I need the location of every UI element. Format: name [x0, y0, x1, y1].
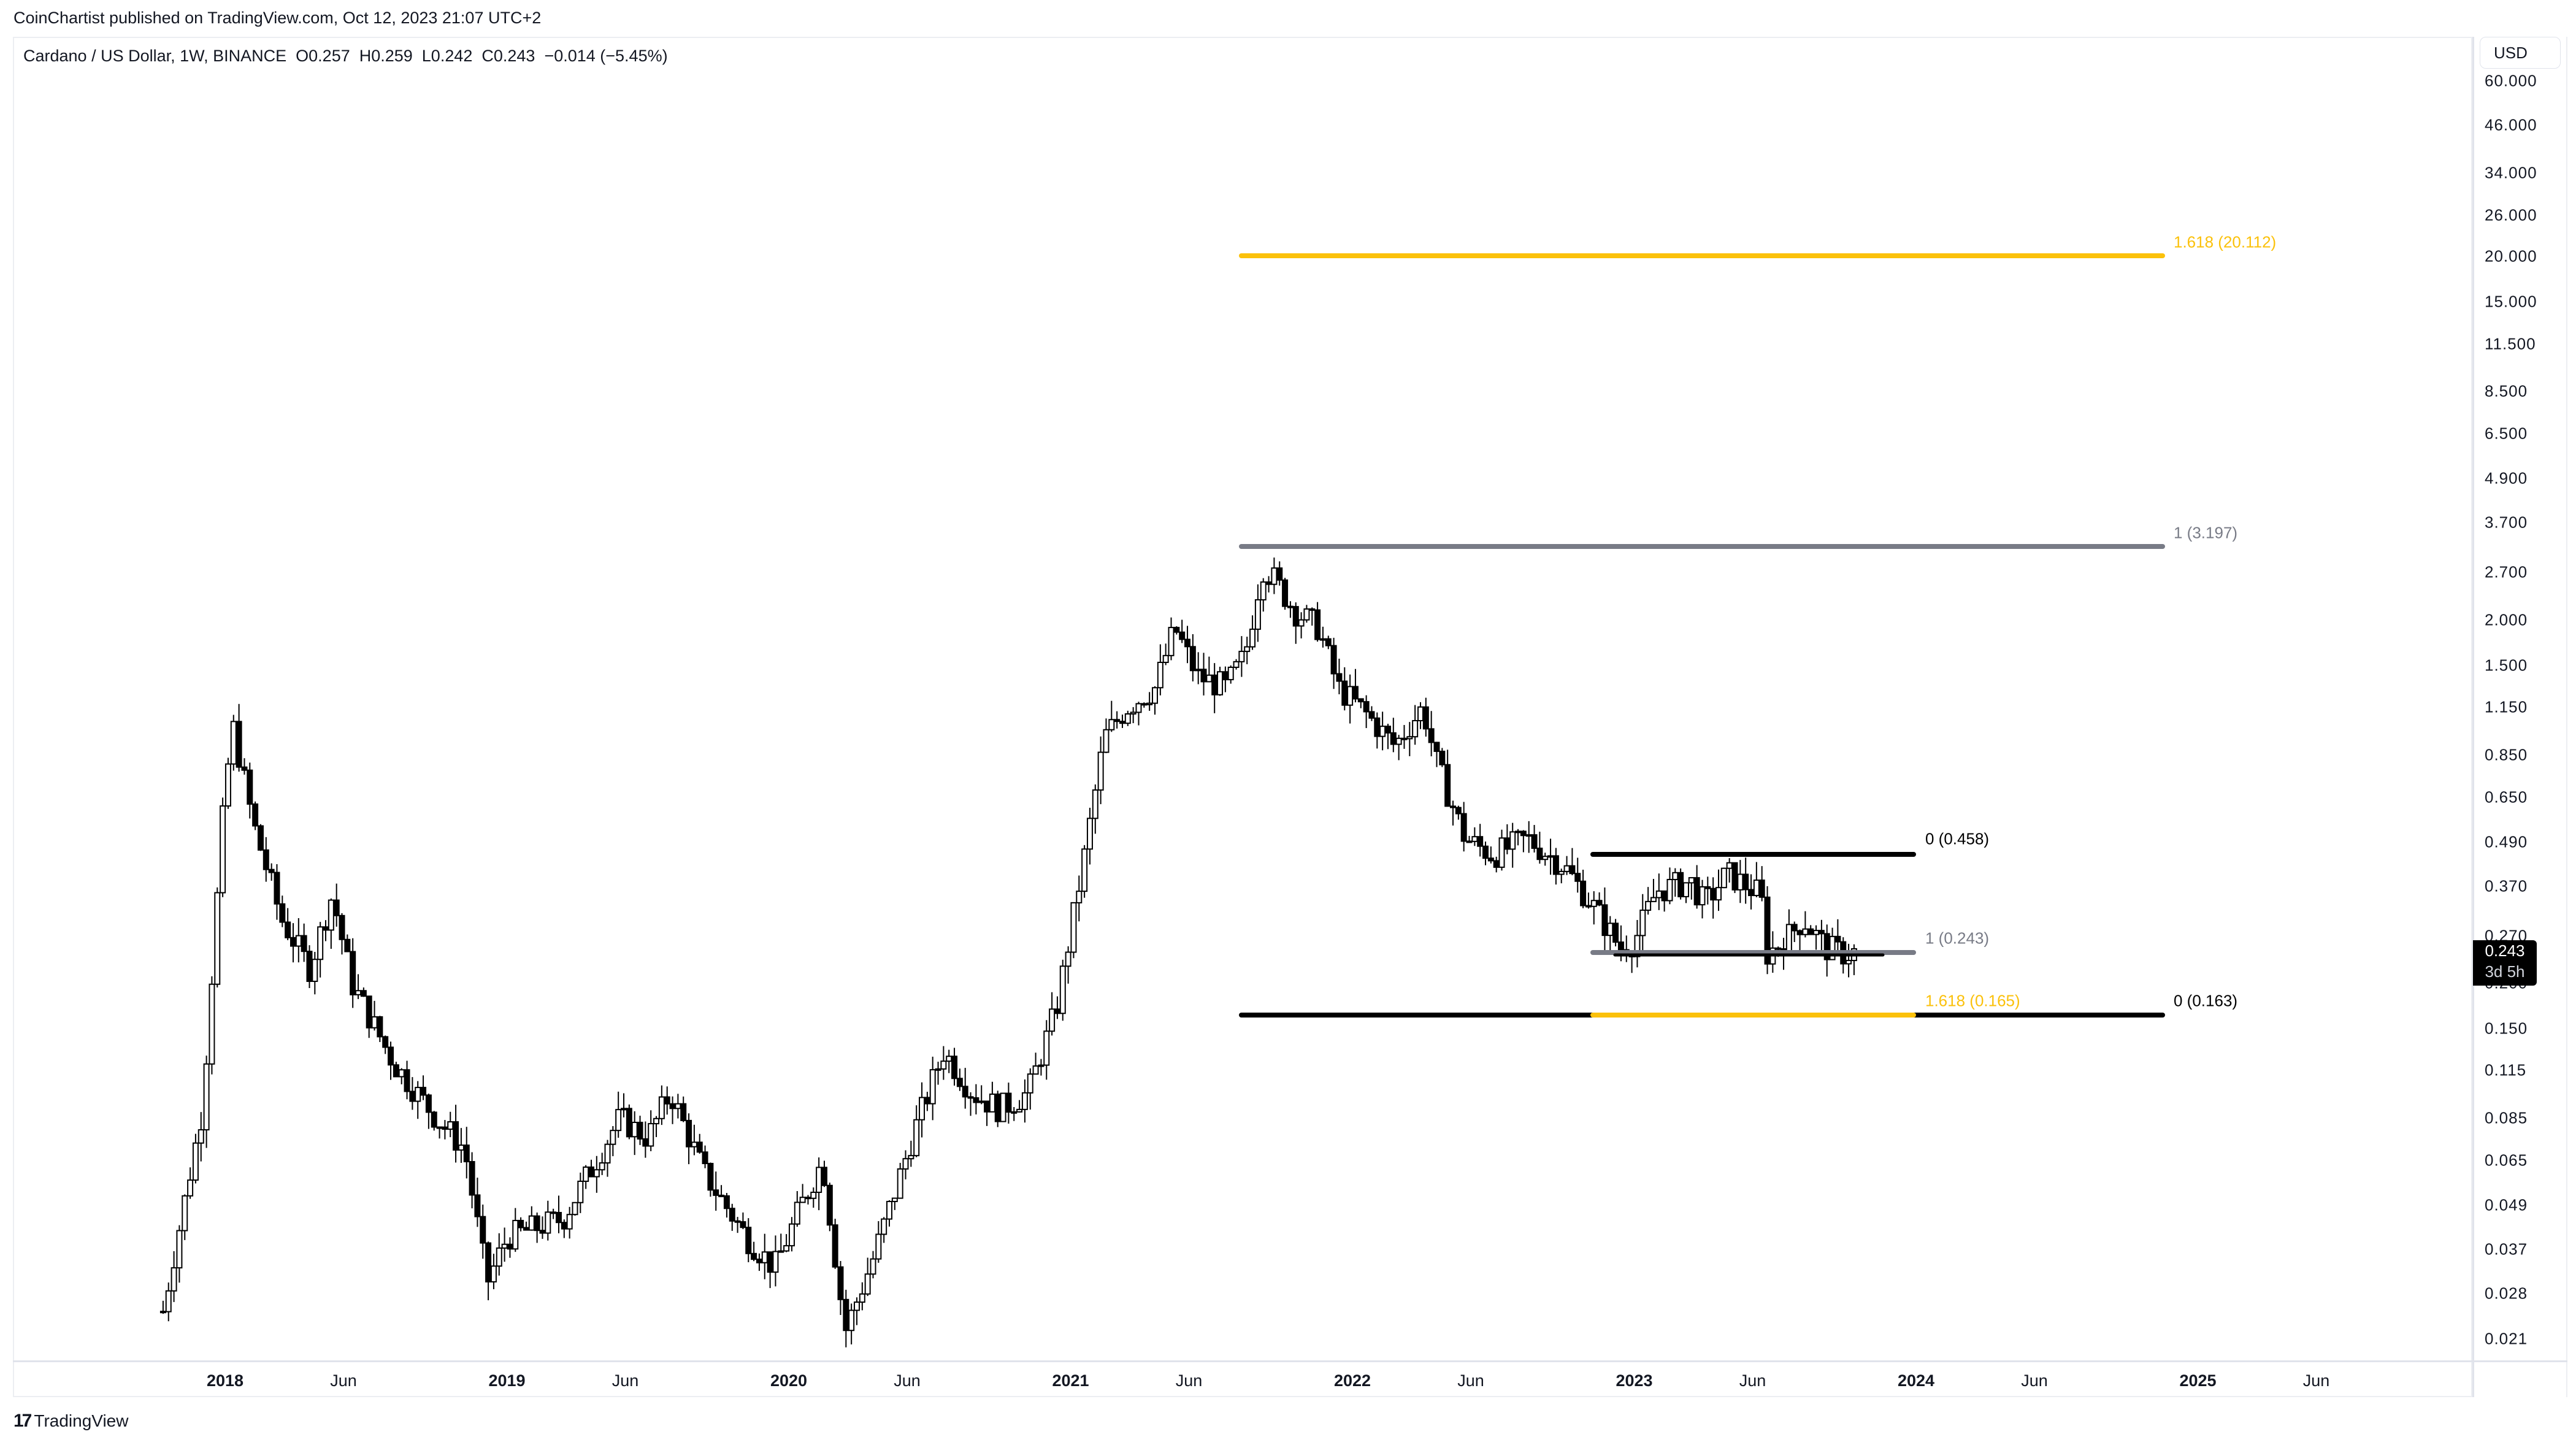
fib-level-label: 0 (0.458)	[1925, 829, 1990, 848]
time-axis[interactable]	[13, 1360, 2567, 1397]
symbol-legend: Cardano / US Dollar, 1W, BINANCE O0.257 …	[23, 47, 668, 65]
price-tick: 20.000	[2485, 247, 2537, 266]
price-tick: 6.500	[2485, 424, 2528, 443]
fib-level-label: 1.618 (20.112)	[2174, 232, 2277, 251]
price-tick: 0.049	[2485, 1195, 2528, 1214]
time-tick: 2021	[1052, 1371, 1089, 1390]
time-tick: Jun	[1739, 1371, 1766, 1390]
price-tick: 4.900	[2485, 469, 2528, 488]
price-tick: 11.500	[2485, 334, 2536, 353]
price-axis[interactable]	[2472, 37, 2567, 1397]
price-tick: 0.370	[2485, 876, 2528, 895]
time-tick: Jun	[2021, 1371, 2048, 1390]
time-tick: 2024	[1897, 1371, 1935, 1390]
price-tick: 60.000	[2485, 71, 2537, 90]
price-tick: 0.028	[2485, 1284, 2528, 1303]
chart-frame	[13, 37, 2472, 1397]
price-tick: 3.700	[2485, 513, 2528, 532]
tradingview-logo-icon: 17	[13, 1411, 32, 1431]
time-tick: 2018	[206, 1371, 244, 1390]
fib-level-label: 1 (3.197)	[2174, 523, 2238, 542]
currency-button[interactable]: USD	[2480, 37, 2561, 69]
time-tick: 2022	[1333, 1371, 1371, 1390]
time-tick: Jun	[2302, 1371, 2330, 1390]
fib-level-label: 1 (0.243)	[1925, 929, 1990, 948]
price-tick: 0.085	[2485, 1108, 2528, 1127]
tradingview-logo[interactable]: 17 TradingView	[13, 1411, 128, 1432]
published-info: CoinChartist published on TradingView.co…	[13, 9, 542, 27]
price-tick: 0.150	[2485, 1019, 2528, 1038]
price-tick: 2.000	[2485, 610, 2528, 629]
time-tick: 2023	[1616, 1371, 1653, 1390]
price-tick: 0.021	[2485, 1329, 2528, 1348]
price-tick: 8.500	[2485, 381, 2528, 401]
bar-countdown: 3d 5h	[2485, 962, 2525, 981]
price-tick: 0.115	[2485, 1060, 2527, 1079]
price-tick: 26.000	[2485, 205, 2537, 224]
time-tick: Jun	[611, 1371, 639, 1390]
time-tick: Jun	[894, 1371, 921, 1390]
time-tick: 2019	[488, 1371, 526, 1390]
tradingview-brand-text: TradingView	[34, 1411, 129, 1430]
price-tick: 0.490	[2485, 832, 2528, 851]
price-tick: 0.065	[2485, 1151, 2528, 1170]
time-tick: 2025	[2179, 1371, 2217, 1390]
fib-level-label: 0 (0.163)	[2174, 991, 2238, 1010]
time-tick: Jun	[1175, 1371, 1203, 1390]
price-tick: 15.000	[2485, 292, 2537, 311]
last-price-value: 0.243	[2485, 941, 2525, 960]
price-tick: 0.037	[2485, 1240, 2528, 1259]
price-tick: 0.850	[2485, 745, 2528, 764]
last-price-label: 0.243 3d 5h	[2473, 940, 2537, 986]
time-tick: Jun	[330, 1371, 357, 1390]
price-tick: 1.500	[2485, 656, 2528, 675]
price-tick: 2.700	[2485, 562, 2528, 581]
price-tick: 1.150	[2485, 697, 2528, 716]
time-tick: 2020	[770, 1371, 808, 1390]
time-tick: Jun	[1457, 1371, 1484, 1390]
price-tick: 34.000	[2485, 163, 2537, 182]
price-tick: 46.000	[2485, 115, 2537, 134]
fib-level-label: 1.618 (0.165)	[1925, 991, 2020, 1010]
price-tick: 0.650	[2485, 788, 2528, 807]
